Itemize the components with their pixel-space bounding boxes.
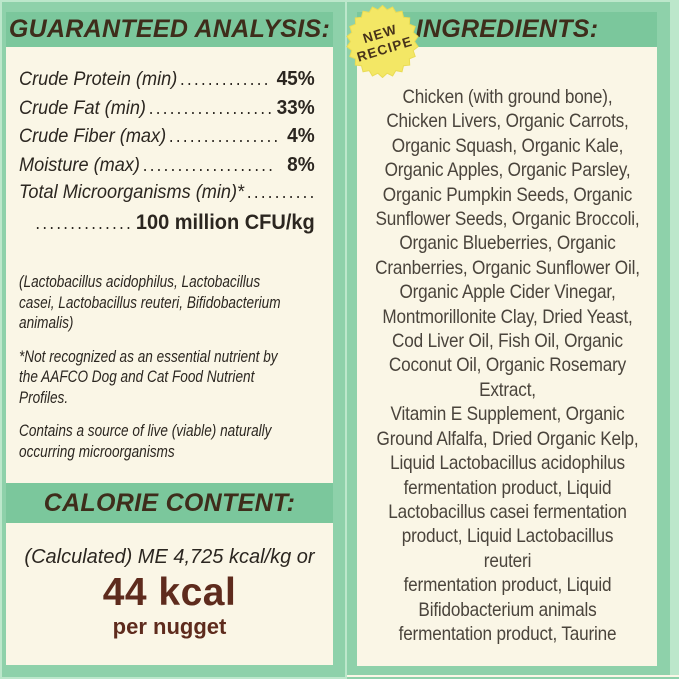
calorie-per-nugget: per nugget (112, 614, 227, 639)
cropped-lower-panel-edge (347, 675, 679, 677)
dot-leader: ................... (142, 154, 276, 175)
cropped-lower-panel-border (347, 677, 679, 679)
guaranteed-analysis-panel-body: GUARANTEED ANALYSIS: Crude Protein (min)… (6, 12, 333, 665)
analysis-row-cfu: .............. 100 million CFU/kg (19, 209, 315, 239)
dot-leader: .................. (148, 97, 275, 118)
dot-leader: .......... (246, 182, 315, 202)
analysis-rows: Crude Protein (min) ............. 45% Cr… (19, 67, 315, 238)
row-value: 45% (276, 67, 315, 90)
analysis-row-fiber: Crude Fiber (max) ................ 4% (19, 124, 315, 153)
ingredients-list: Chicken (with ground bone), Chicken Live… (374, 86, 640, 645)
analysis-row-moisture: Moisture (max) ................... 8% (19, 153, 315, 182)
row-value: 33% (276, 95, 315, 119)
starburst-seal-icon (346, 5, 419, 78)
guaranteed-analysis-panel: GUARANTEED ANALYSIS: Crude Protein (min)… (2, 2, 345, 677)
dot-leader: ................ (168, 126, 281, 146)
guaranteed-analysis-header: GUARANTEED ANALYSIS: (6, 12, 333, 47)
note-probiotic-species: (Lactobacillus acidophilus, Lactobacillu… (19, 272, 281, 332)
row-value: 4% (287, 124, 315, 147)
analysis-row-protein: Crude Protein (min) ............. 45% (19, 67, 315, 96)
calorie-calculated-line: (Calculated) ME 4,725 kcal/kg or (24, 546, 315, 568)
analysis-row-fat: Crude Fat (min) .................. 33% (19, 96, 315, 125)
ingredients-panel-body: INGREDIENTS: Chicken (with ground bone),… (357, 12, 657, 666)
row-label: Crude Fat (min) (19, 96, 146, 119)
dot-leader: ............. (180, 69, 271, 89)
dot-leader: .............. (35, 212, 134, 233)
row-label: Moisture (max) (19, 153, 140, 176)
analysis-notes: (Lactobacillus acidophilus, Lactobacillu… (19, 272, 315, 462)
calorie-content-header: CALORIE CONTENT: (6, 483, 333, 523)
ingredients-panel: INGREDIENTS: Chicken (with ground bone),… (347, 2, 670, 675)
note-aafco-disclaimer: *Not recognized as an essential nutrient… (19, 346, 278, 407)
analysis-row-microorganisms: Total Microorganisms (min)* .......... (19, 181, 315, 210)
note-live-microorganisms: Contains a source of live (viable) natur… (19, 421, 272, 461)
row-value: 100 million CFU/kg (135, 209, 315, 234)
calorie-kcal-value: 44 kcal (102, 571, 237, 614)
new-recipe-badge: NEW RECIPE (346, 5, 419, 78)
row-label: Crude Protein (min) (19, 68, 178, 90)
row-label: Crude Fiber (max) (19, 125, 167, 147)
row-value: 8% (287, 152, 315, 176)
row-label: Total Microorganisms (min)* (19, 181, 245, 203)
